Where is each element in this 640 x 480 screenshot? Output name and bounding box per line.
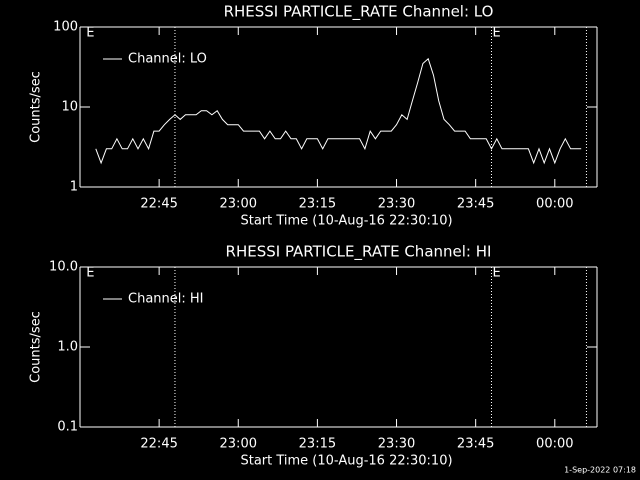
chart-title: RHESSI PARTICLE_RATE Channel: HI [226, 243, 492, 262]
y-tick-label: 10.0 [49, 260, 78, 275]
legend-label: Channel: HI [128, 292, 204, 307]
x-tick-label: 23:30 [378, 437, 415, 452]
x-tick-label: 23:45 [457, 437, 494, 452]
x-tick-label: 22:45 [140, 197, 177, 212]
event-marker: E [86, 266, 94, 281]
y-axis-label: Counts/sec [29, 71, 44, 143]
y-tick-label: 0.1 [57, 420, 78, 435]
event-marker: E [86, 26, 94, 41]
x-tick-label: 00:00 [536, 437, 573, 452]
x-tick-label: 23:15 [299, 437, 336, 452]
y-tick-label: 1 [70, 180, 78, 195]
data-line [95, 57, 582, 165]
x-tick-label: 00:00 [536, 197, 573, 212]
x-tick-label: 23:15 [299, 197, 336, 212]
y-tick-label: 10 [61, 100, 78, 115]
chart-title: RHESSI PARTICLE_RATE Channel: LO [224, 3, 494, 22]
y-axis-label: Counts/sec [29, 311, 44, 383]
x-tick-label: 22:45 [140, 437, 177, 452]
x-tick-label: 23:30 [378, 197, 415, 212]
event-marker: E [492, 26, 500, 41]
x-tick-label: 23:00 [220, 437, 257, 452]
timestamp: 1-Sep-2022 07:18 [564, 466, 636, 475]
legend-label: Channel: LO [128, 52, 207, 67]
x-tick-label: 23:45 [457, 197, 494, 212]
y-tick-label: 1.0 [57, 340, 78, 355]
x-tick-label: 23:00 [220, 197, 257, 212]
y-tick-label: 100 [53, 20, 78, 35]
event-marker: E [492, 266, 500, 281]
x-axis-label: Start Time (10-Aug-16 22:30:10) [240, 454, 452, 469]
x-axis-label: Start Time (10-Aug-16 22:30:10) [240, 214, 452, 229]
